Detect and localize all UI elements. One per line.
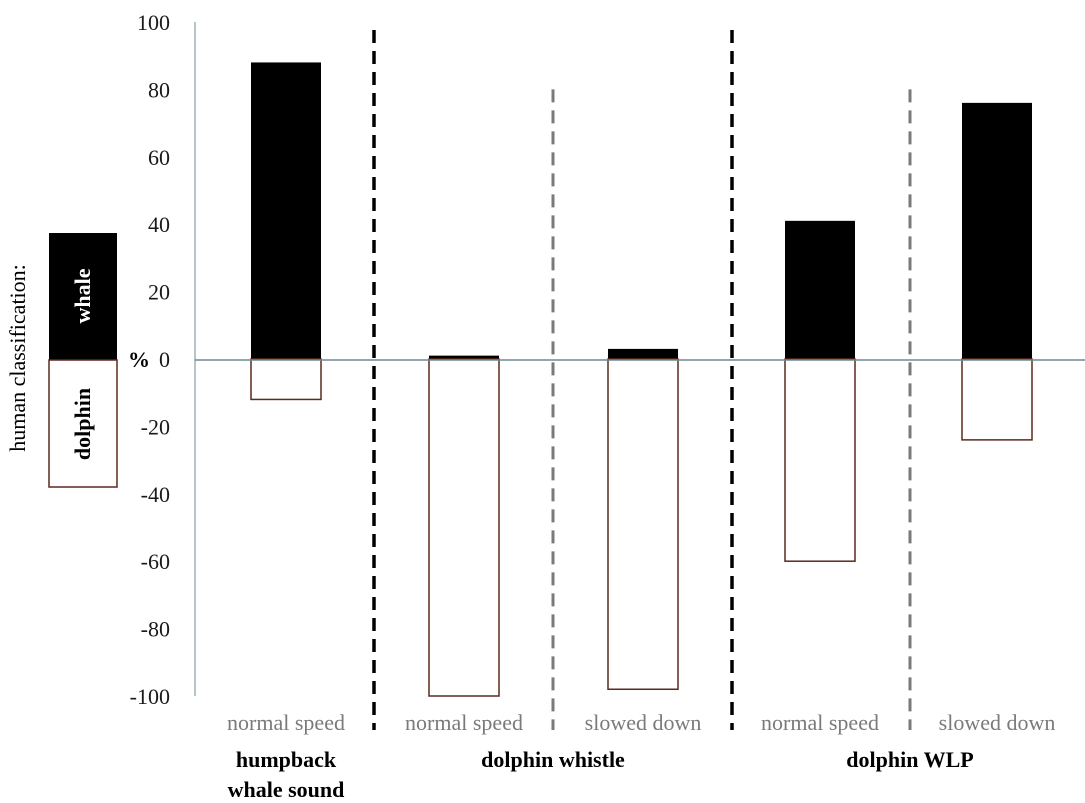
bar-dolphin <box>607 358 679 691</box>
category-labels: normal speed normal speed slowed down norma… <box>227 710 1055 735</box>
category-label: normal speed <box>405 710 523 735</box>
y-tick-label: -80 <box>141 617 170 642</box>
category-label: normal speed <box>227 710 345 735</box>
y-tick-label: 60 <box>148 145 170 170</box>
y-tick-label: 100 <box>137 10 170 35</box>
category-label: slowed down <box>939 710 1056 735</box>
group-label: whale sound <box>228 777 345 802</box>
y-tick-label: -60 <box>141 549 170 574</box>
bar-dolphin <box>784 358 856 562</box>
group-label: dolphin WLP <box>846 747 973 772</box>
y-tick-label: 40 <box>148 212 170 237</box>
bar-whale <box>429 355 499 359</box>
y-axis-label: human classification: <box>5 264 30 452</box>
group-label: humpback <box>236 747 337 772</box>
y-tick-label: 20 <box>148 280 170 305</box>
bar-whale <box>251 62 321 359</box>
group-label: dolphin whistle <box>481 747 625 772</box>
y-tick-label: -20 <box>141 414 170 439</box>
group-labels: humpback whale sound dolphin whistle dolphi… <box>228 747 974 802</box>
legend-dolphin-label: dolphin <box>70 388 95 460</box>
separators <box>372 30 912 730</box>
y-tick-label: -40 <box>141 482 170 507</box>
y-unit-label: % <box>128 347 150 372</box>
y-ticks: 100 80 60 40 20 0 -20 -40 -60 -80 -100 <box>130 10 170 709</box>
y-tick-label: -100 <box>130 684 170 709</box>
bar-dolphin <box>961 358 1033 441</box>
category-label: slowed down <box>585 710 702 735</box>
y-tick-label: 80 <box>148 77 170 102</box>
bar-whale <box>608 348 678 359</box>
y-tick-label: 0 <box>159 347 170 372</box>
bar-dolphin <box>250 358 322 401</box>
legend-whale-swatch <box>49 233 117 360</box>
category-label: normal speed <box>761 710 879 735</box>
bars <box>250 62 1033 697</box>
legend: human classification: whale dolphin <box>5 233 118 488</box>
bar-whale <box>962 102 1032 359</box>
bar-whale <box>785 220 855 359</box>
legend-dolphin-swatch <box>48 359 118 488</box>
legend-whale-label: whale <box>70 268 95 323</box>
bar-dolphin <box>428 358 500 697</box>
